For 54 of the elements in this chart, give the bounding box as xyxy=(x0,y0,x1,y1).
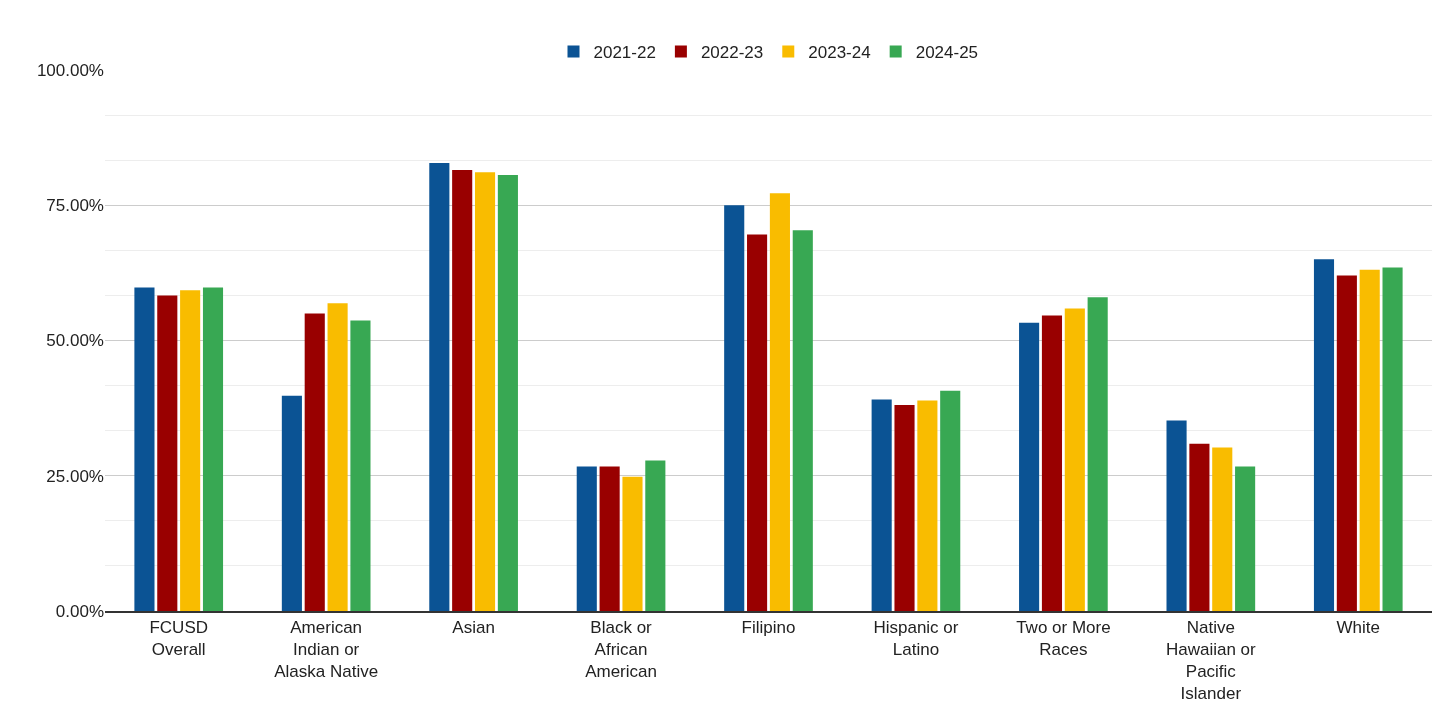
y-tick-label: 100.00% xyxy=(36,60,104,80)
bar xyxy=(202,287,224,611)
bar xyxy=(1189,443,1210,611)
x-tick-label: FCUSD Overall xyxy=(149,618,208,660)
bar xyxy=(724,205,745,611)
bar xyxy=(1212,447,1233,611)
bar xyxy=(1382,267,1403,611)
bar xyxy=(281,395,302,611)
x-tick-label: Asian xyxy=(452,618,495,638)
bar xyxy=(134,287,155,611)
y-tick-label: 0.00% xyxy=(55,601,104,621)
bar xyxy=(429,163,450,611)
y-tick-label: 25.00% xyxy=(46,466,104,486)
bar xyxy=(576,466,597,611)
bar xyxy=(940,390,961,611)
legend-label: 2023-24 xyxy=(808,43,871,63)
y-tick-label: 75.00% xyxy=(46,196,104,216)
bar xyxy=(792,230,813,611)
bar xyxy=(1019,322,1040,611)
bar xyxy=(1336,275,1357,611)
x-tick-label: Black or African American xyxy=(585,618,657,682)
bar xyxy=(769,193,790,611)
bar xyxy=(452,170,473,611)
x-tick-label: Filipino xyxy=(741,618,796,638)
bar xyxy=(497,174,518,611)
x-tick-label: Hispanic or Latino xyxy=(873,618,959,660)
bar xyxy=(157,295,178,611)
legend-label: 2022-23 xyxy=(700,43,764,63)
bar xyxy=(894,404,915,611)
bar xyxy=(645,460,666,611)
bar xyxy=(1064,308,1085,611)
bar xyxy=(871,399,892,611)
bar xyxy=(1041,315,1063,611)
bar xyxy=(599,466,620,611)
bar xyxy=(304,313,325,611)
bar xyxy=(1087,297,1108,611)
legend-label: 2024-25 xyxy=(915,43,979,63)
bar xyxy=(327,303,348,611)
legend-label: 2021-22 xyxy=(593,43,656,63)
bar xyxy=(350,320,371,611)
bar xyxy=(474,172,496,611)
x-tick-label: Two or More Races xyxy=(1016,618,1111,660)
bar xyxy=(1235,466,1256,611)
bar xyxy=(747,234,768,611)
bar xyxy=(917,400,938,611)
x-tick-label: Native Hawaiian or Pacific Islander xyxy=(1165,618,1257,704)
y-tick-label: 50.00% xyxy=(46,331,104,351)
bar xyxy=(180,290,201,611)
bar xyxy=(622,476,643,611)
bar xyxy=(1313,259,1335,611)
bar xyxy=(1359,269,1380,611)
x-tick-label: American Indian or Alaska Native xyxy=(274,618,379,682)
x-tick-label: White xyxy=(1336,618,1381,638)
bar xyxy=(1166,420,1187,611)
